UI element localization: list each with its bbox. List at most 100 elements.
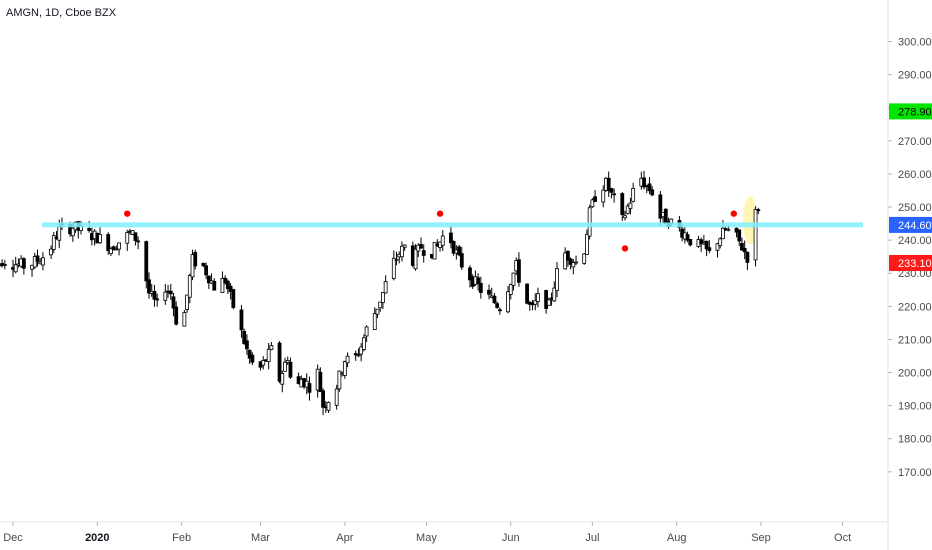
candle-body: [642, 177, 646, 188]
candle-body: [606, 177, 611, 191]
candle-body: [756, 209, 761, 212]
candle-body: [571, 262, 576, 268]
y-tick-label: 210.00: [898, 334, 932, 346]
candle-body: [356, 354, 361, 357]
candle-body: [109, 248, 113, 254]
marker-dot: [730, 210, 737, 217]
candle-body: [353, 353, 358, 356]
candle-body: [285, 360, 290, 363]
candle-body: [565, 250, 570, 261]
candle-body: [707, 247, 712, 251]
candle-body: [163, 291, 168, 301]
candle-body: [87, 228, 92, 231]
candle-body: [394, 258, 399, 261]
x-tick-label: Apr: [336, 532, 353, 544]
candle-body: [745, 251, 750, 263]
candle-body: [13, 264, 18, 273]
candle-body: [280, 372, 285, 385]
candle-body: [742, 247, 747, 253]
candle-body: [478, 282, 483, 293]
y-tick-label: 230.00: [898, 268, 932, 280]
candle-body: [133, 232, 138, 241]
candle-body: [440, 235, 445, 246]
candle-body: [49, 248, 53, 256]
candle-body: [402, 244, 407, 248]
candle-body: [533, 300, 538, 305]
candle-body: [685, 234, 690, 241]
candle-body: [152, 290, 157, 300]
price-label-box: [889, 216, 932, 233]
x-tick-label: Jul: [585, 532, 599, 544]
candle-body: [650, 189, 655, 196]
candle-body: [337, 370, 342, 390]
candle-body: [647, 183, 652, 192]
candle-body: [345, 355, 350, 364]
candle-body: [117, 242, 121, 250]
candle-body: [185, 294, 189, 310]
candle-body: [552, 287, 557, 302]
candle-body: [174, 306, 179, 325]
candle-body: [375, 308, 380, 315]
candle-body: [32, 256, 37, 268]
candle-body: [212, 281, 217, 291]
candle-body: [582, 253, 587, 264]
candle-body: [413, 248, 418, 270]
candle-body: [506, 291, 510, 313]
candle-body: [432, 241, 437, 260]
candle-body: [587, 207, 592, 237]
price-label-box: [889, 254, 932, 271]
candle-body: [517, 259, 521, 283]
marker-dot: [621, 245, 629, 252]
price-label-box: [889, 103, 932, 120]
candle-body: [364, 326, 369, 337]
candle-body: [168, 290, 173, 295]
candle-body: [206, 275, 211, 284]
candle-body: [342, 361, 347, 376]
highlight-ellipse: [743, 196, 758, 245]
y-tick-label: 240.00: [898, 235, 932, 247]
candle-body: [704, 240, 709, 250]
x-tick-label: Aug: [667, 532, 687, 544]
candle-body: [495, 303, 500, 308]
candle-body: [400, 245, 404, 258]
candle-body: [247, 349, 252, 359]
candle-body: [631, 188, 636, 202]
x-tick-label: May: [416, 532, 437, 544]
candle-body: [574, 261, 578, 264]
candle-body: [125, 232, 130, 244]
candle-body: [544, 290, 549, 309]
candle-body: [699, 239, 704, 245]
candle-body: [459, 253, 464, 268]
candle-body: [136, 240, 141, 243]
chart-title: AMGN, 1D, Cboe BZX: [6, 7, 117, 19]
candle-body: [726, 228, 731, 231]
candle-body: [476, 277, 481, 285]
candle-body: [231, 289, 236, 308]
candle-body: [497, 309, 502, 312]
y-tick-label: 190.00: [898, 401, 932, 413]
candle-body: [609, 188, 614, 193]
candle-body: [612, 193, 617, 196]
y-tick-label: 180.00: [898, 434, 932, 446]
candle-body: [391, 257, 396, 279]
candle-body: [536, 293, 540, 302]
candle-body: [378, 301, 383, 309]
candle-body: [563, 252, 568, 270]
candle-body: [511, 272, 516, 286]
candle-body: [628, 202, 633, 209]
candle-body: [98, 234, 102, 244]
candle-body: [737, 229, 742, 242]
y-tick-label: 260.00: [898, 169, 932, 181]
candle-body: [381, 292, 385, 303]
candle-body: [601, 189, 606, 203]
y-tick-label: 220.00: [898, 301, 932, 313]
candle-body: [334, 388, 339, 406]
candle-body: [658, 194, 663, 219]
candle-body: [245, 340, 249, 350]
candle-body: [468, 267, 472, 281]
candle-body: [144, 241, 149, 282]
x-tick-label: Oct: [834, 532, 851, 544]
candle-body: [21, 258, 26, 269]
candle-body: [147, 279, 151, 294]
